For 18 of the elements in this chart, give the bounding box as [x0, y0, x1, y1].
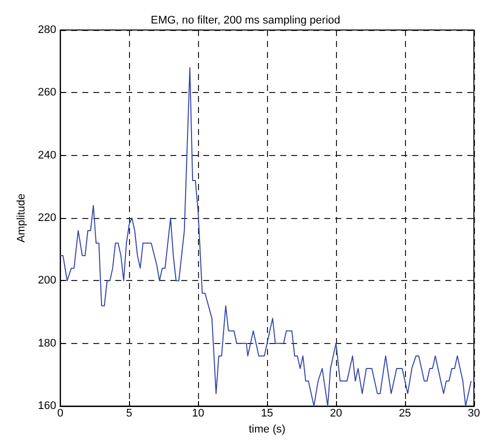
x-tick-label: 10: [192, 408, 204, 420]
x-tick-label: 15: [260, 408, 274, 420]
x-tick-label: 25: [398, 408, 412, 420]
y-axis-title: Amplitude: [16, 194, 28, 243]
y-tick-label: 220: [38, 212, 56, 224]
y-tick-label: 240: [38, 149, 56, 162]
y-tick-label: 180: [38, 337, 56, 350]
line-series: [60, 67, 472, 407]
y-tick-label: 260: [38, 86, 56, 99]
x-tick-label: 30: [468, 408, 480, 420]
x-tick-label: 5: [126, 408, 132, 420]
chart-title: EMG, no filter, 200 ms sampling period: [150, 14, 340, 26]
y-tick-label: 200: [38, 274, 56, 287]
x-tick-label: 20: [330, 408, 342, 420]
y-tick-label: 280: [38, 24, 56, 36]
x-tick-label: 0: [57, 408, 64, 420]
x-axis-title: time (s): [248, 424, 286, 436]
y-tick-label: 160: [38, 400, 56, 412]
